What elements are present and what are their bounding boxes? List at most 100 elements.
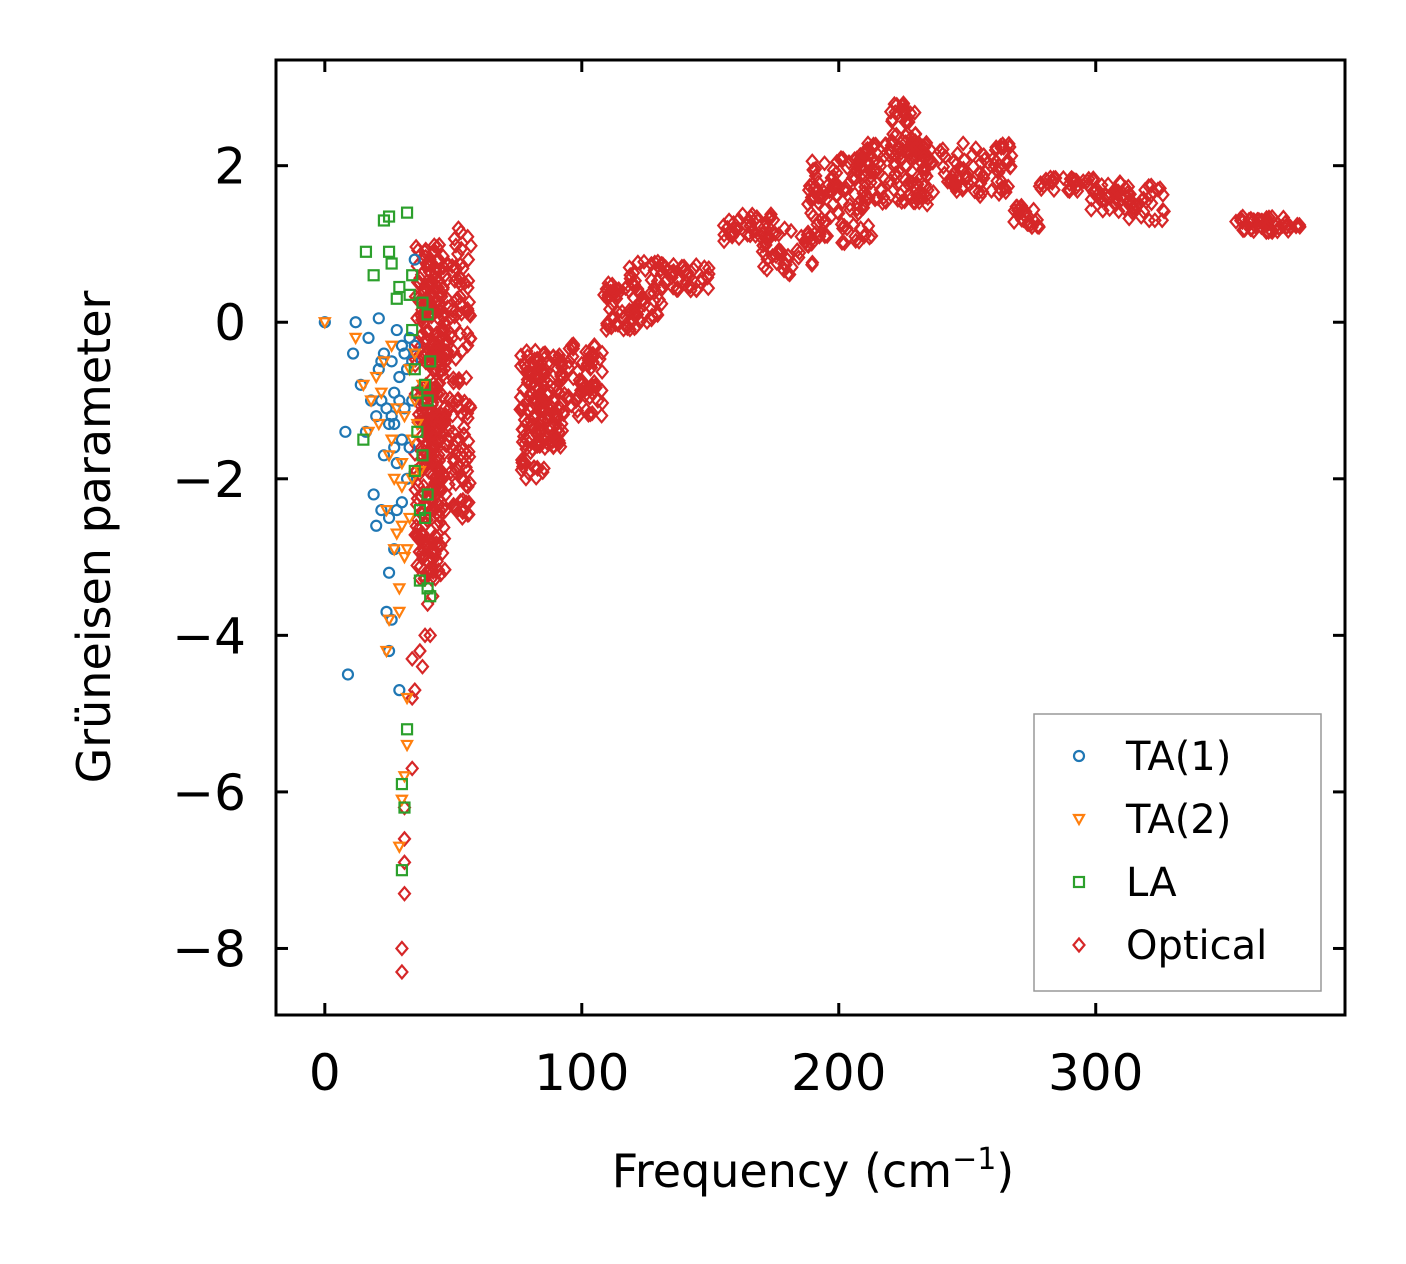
data-point (405, 650, 420, 668)
data-point (523, 444, 538, 461)
y-tick-label: −4 (172, 607, 246, 665)
data-point (837, 235, 852, 252)
data-point (885, 132, 899, 150)
data-point (532, 436, 547, 453)
data-point (519, 342, 534, 360)
data-point (868, 136, 883, 153)
data-point (439, 289, 454, 307)
data-point (519, 415, 534, 432)
data-point (424, 386, 439, 404)
data-point (583, 406, 598, 423)
data-point (995, 136, 1010, 153)
data-point (410, 557, 425, 574)
data-point (384, 434, 399, 447)
data-point (445, 329, 459, 347)
data-point (411, 386, 424, 399)
data-point (436, 497, 451, 515)
data-point (883, 103, 898, 120)
data-point (894, 193, 909, 211)
y-tick-label: −2 (172, 451, 246, 509)
data-point (379, 505, 394, 518)
data-point (447, 230, 462, 248)
data-point (408, 363, 421, 376)
data-point (429, 468, 444, 485)
data-point (583, 360, 598, 377)
data-point (427, 241, 442, 259)
data-point (1095, 192, 1110, 209)
data-point (449, 306, 464, 323)
data-point (655, 278, 670, 295)
data-point (385, 257, 398, 270)
y-tick-label: −8 (172, 920, 246, 978)
data-point (581, 406, 596, 424)
data-point (400, 723, 414, 736)
data-point (395, 458, 409, 471)
data-point (1007, 202, 1022, 219)
data-point (950, 145, 965, 163)
data-point (644, 271, 659, 289)
data-point (1047, 181, 1061, 199)
data-point (539, 429, 554, 446)
data-point (839, 180, 854, 197)
data-point (455, 342, 470, 359)
data-point (382, 417, 396, 431)
data-point (801, 195, 815, 213)
data-point (428, 428, 443, 445)
data-point (748, 210, 763, 227)
data-point (382, 511, 396, 525)
data-point (594, 407, 609, 424)
data-point (904, 174, 919, 192)
y-axis-label: Grüneisen parameter (67, 290, 121, 783)
data-point (421, 488, 434, 501)
data-point (397, 411, 412, 424)
data-point (640, 313, 654, 331)
data-point (421, 582, 434, 595)
data-point (575, 376, 590, 393)
y-tick-label: −6 (172, 764, 246, 822)
legend-marker (1072, 749, 1086, 763)
data-point (898, 113, 913, 131)
data-point (976, 147, 991, 164)
data-point (759, 261, 774, 278)
data-point (382, 245, 396, 258)
data-point (370, 410, 383, 423)
data-point (520, 348, 535, 365)
data-point (397, 799, 412, 816)
data-point (420, 322, 435, 340)
data-point (514, 461, 529, 479)
data-point (540, 355, 555, 373)
data-point (1147, 212, 1162, 229)
data-point (400, 544, 414, 557)
data-point (443, 325, 458, 342)
data-point (1257, 217, 1272, 234)
data-point (397, 551, 412, 565)
data-point (649, 305, 664, 322)
data-point (357, 433, 370, 446)
data-point (424, 590, 437, 603)
data-point (348, 332, 363, 346)
series-ta-1 (318, 253, 421, 697)
data-point (387, 544, 402, 557)
data-point (739, 217, 754, 234)
data-point (450, 290, 465, 307)
data-point (422, 535, 437, 552)
data-point (605, 308, 620, 325)
data-point (867, 152, 882, 170)
data-point (852, 150, 867, 168)
data-point (835, 234, 849, 251)
data-point (356, 379, 371, 393)
data-point (549, 406, 564, 424)
data-point (1009, 198, 1024, 215)
data-point (392, 606, 407, 620)
data-point (403, 288, 416, 301)
data-point (573, 382, 588, 399)
data-point (395, 339, 409, 352)
series-la (357, 206, 437, 877)
legend-marker (1072, 813, 1086, 827)
data-point (601, 275, 616, 292)
legend-entries: TA(1) TA(2) LA Optical (1072, 734, 1267, 969)
data-point (722, 212, 737, 229)
legend-label: TA(1) (1125, 734, 1231, 780)
data-point (411, 425, 424, 438)
data-point (463, 307, 478, 324)
